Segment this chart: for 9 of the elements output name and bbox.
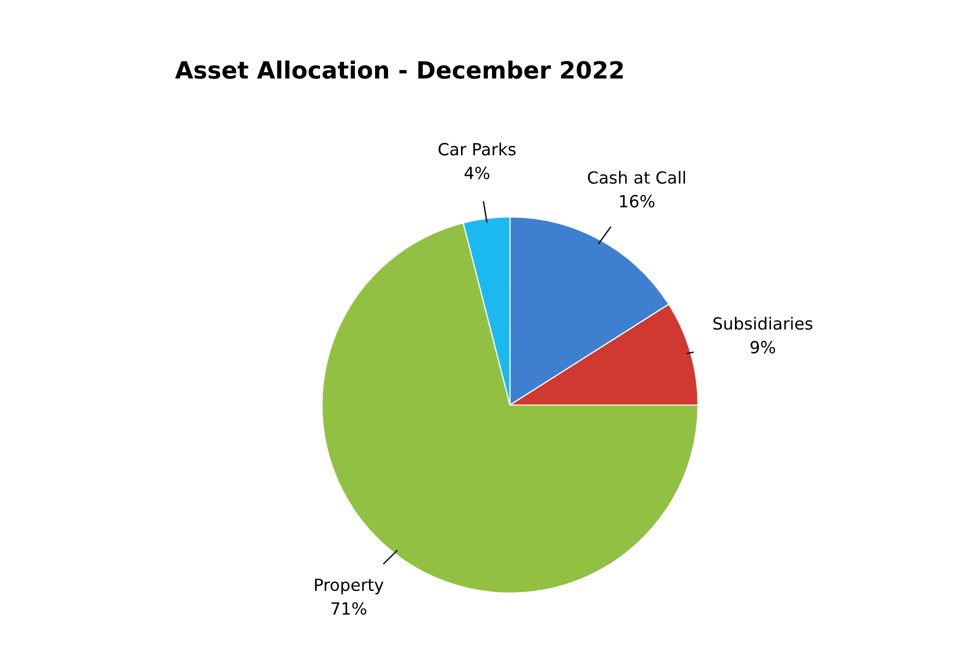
slice-label: Property bbox=[315, 578, 384, 594]
slice-label: Cash at Call bbox=[588, 170, 686, 184]
slice-label: Subsidiaries bbox=[713, 316, 812, 330]
data-label: 71% bbox=[332, 602, 366, 615]
chart-title: Asset Allocation - December 2022 bbox=[175, 60, 623, 79]
slice-label: Car Parks bbox=[438, 142, 516, 156]
data-label: 16% bbox=[620, 194, 654, 208]
data-label: 9% bbox=[750, 340, 776, 354]
data-label: 4% bbox=[464, 166, 490, 180]
